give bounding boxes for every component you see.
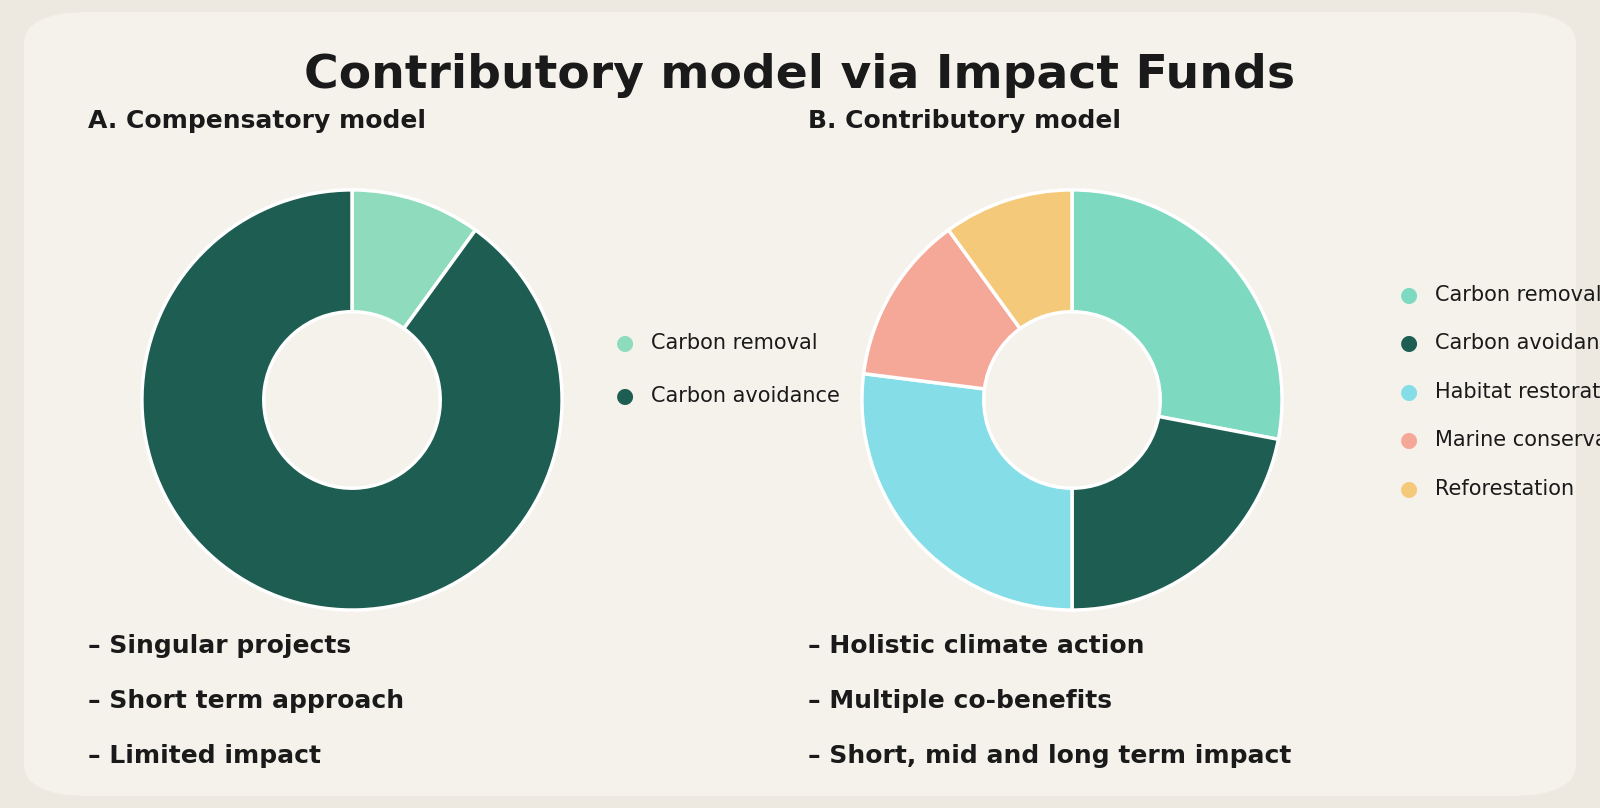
Text: ●: ●	[1400, 431, 1418, 450]
Text: Reforestation: Reforestation	[1435, 479, 1574, 499]
Wedge shape	[949, 190, 1072, 329]
Wedge shape	[352, 190, 475, 329]
Text: B. Contributory model: B. Contributory model	[808, 109, 1122, 133]
Text: ●: ●	[1400, 479, 1418, 499]
Text: ●: ●	[616, 334, 634, 353]
Text: – Multiple co-benefits: – Multiple co-benefits	[808, 689, 1112, 713]
Text: ●: ●	[1400, 334, 1418, 353]
Text: Marine conservation: Marine conservation	[1435, 431, 1600, 450]
Text: Carbon avoidance: Carbon avoidance	[1435, 334, 1600, 353]
Wedge shape	[142, 190, 562, 610]
Text: – Singular projects: – Singular projects	[88, 634, 350, 659]
Text: ●: ●	[1400, 285, 1418, 305]
FancyBboxPatch shape	[24, 12, 1576, 796]
Wedge shape	[1072, 416, 1278, 610]
Text: – Short term approach: – Short term approach	[88, 689, 405, 713]
Text: A. Compensatory model: A. Compensatory model	[88, 109, 426, 133]
Text: – Holistic climate action: – Holistic climate action	[808, 634, 1144, 659]
Text: Carbon avoidance: Carbon avoidance	[651, 386, 840, 406]
Text: Habitat restoration: Habitat restoration	[1435, 382, 1600, 402]
Text: ●: ●	[616, 386, 634, 406]
Wedge shape	[1072, 190, 1282, 440]
Text: Carbon removal: Carbon removal	[651, 334, 818, 353]
Wedge shape	[864, 230, 1021, 389]
Text: Contributory model via Impact Funds: Contributory model via Impact Funds	[304, 53, 1296, 98]
Text: Carbon removal: Carbon removal	[1435, 285, 1600, 305]
Text: ●: ●	[1400, 382, 1418, 402]
Wedge shape	[862, 373, 1072, 610]
Text: – Limited impact: – Limited impact	[88, 744, 322, 768]
Text: – Short, mid and long term impact: – Short, mid and long term impact	[808, 744, 1291, 768]
